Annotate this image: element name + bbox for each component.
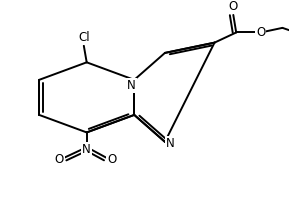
Text: O: O [229,0,238,13]
Text: N: N [166,137,175,150]
Text: O: O [107,153,116,166]
Text: Cl: Cl [78,31,90,44]
Text: N: N [82,143,91,156]
Text: O: O [54,153,64,166]
Text: O: O [256,26,265,39]
Text: N: N [127,79,136,92]
